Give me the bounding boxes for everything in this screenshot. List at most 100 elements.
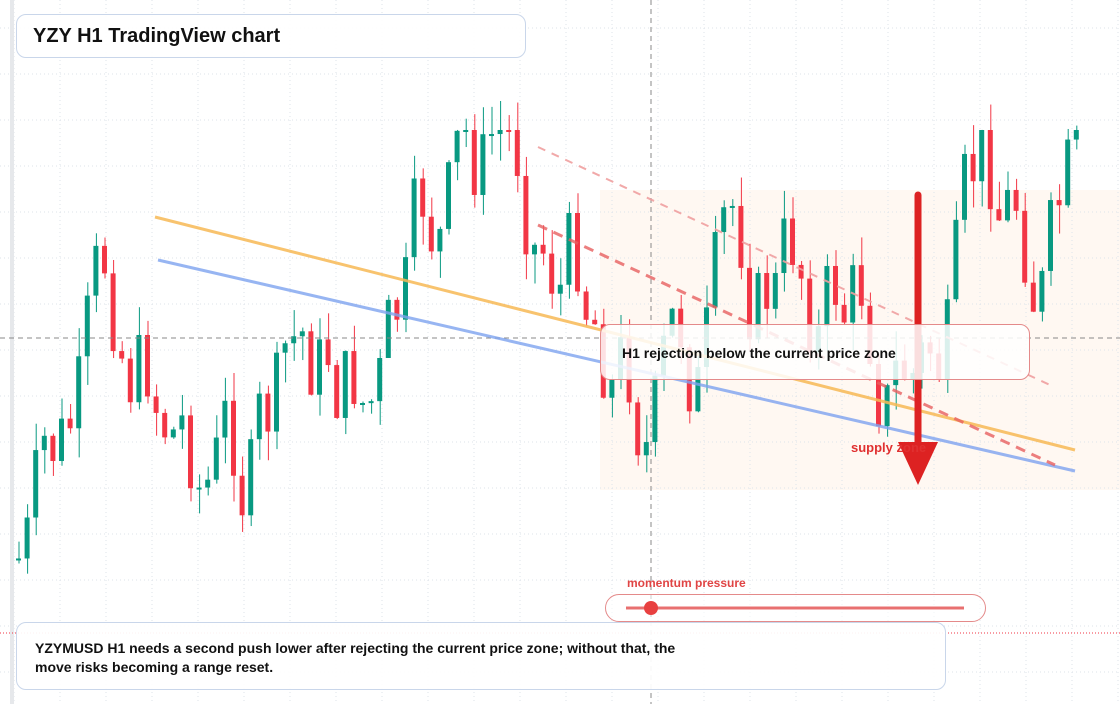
candle-body — [1039, 270, 1045, 312]
candle-body — [764, 273, 770, 309]
candle-body — [549, 253, 555, 294]
title-box: YZY H1 TradingView chart — [16, 14, 526, 58]
candle-body — [24, 517, 30, 559]
candle-body — [962, 153, 967, 220]
title: YZY H1 TradingView chart — [33, 25, 281, 47]
candle-body — [454, 130, 460, 163]
candle-body — [1056, 200, 1062, 206]
candle-body — [609, 379, 615, 398]
candle-body — [136, 334, 142, 403]
candle-body — [231, 400, 236, 476]
candle-body — [50, 435, 56, 461]
candle-body — [102, 245, 107, 274]
candle-body — [884, 385, 890, 427]
candle-body — [222, 400, 228, 438]
candle-body — [342, 351, 348, 418]
candle-body — [480, 134, 486, 195]
candle-body — [635, 402, 641, 456]
left-edge — [10, 0, 14, 704]
candle-body — [575, 213, 580, 292]
candle-body — [76, 356, 82, 429]
candle-body — [1073, 130, 1079, 140]
candle-body — [979, 130, 985, 182]
candle-body — [721, 207, 727, 233]
candle-body — [858, 265, 864, 306]
candle-body — [1048, 200, 1053, 271]
candle-body — [970, 153, 976, 182]
candle-body — [583, 291, 589, 320]
candle-body — [213, 437, 219, 480]
candle-body — [738, 205, 744, 268]
candle-body — [755, 273, 761, 340]
candle-body — [265, 393, 271, 432]
candle-body — [351, 351, 357, 404]
candle-body — [1065, 139, 1071, 206]
candle-body — [446, 162, 451, 229]
candle-body — [394, 299, 400, 320]
candles — [16, 100, 1079, 574]
candle-body — [772, 273, 778, 309]
candle-body — [437, 228, 443, 252]
candle-body — [532, 244, 537, 255]
candle-body — [205, 479, 211, 488]
candle-body — [1022, 210, 1028, 283]
candle-body — [790, 218, 795, 265]
candle-body — [377, 357, 383, 402]
candle-body — [256, 393, 262, 440]
candle-body — [325, 339, 331, 366]
candle-body — [841, 304, 847, 323]
candle-body — [368, 401, 374, 404]
candle-body — [308, 331, 314, 395]
candle-body — [179, 415, 185, 430]
candle-body — [506, 130, 512, 132]
footer-box: YZYMUSD H1 needs a second push lower aft… — [16, 622, 946, 690]
slider-knob — [644, 601, 658, 615]
candle-body — [119, 351, 125, 359]
candle-body — [385, 299, 391, 358]
candle-body — [41, 435, 47, 451]
candle-body — [196, 487, 202, 490]
candle-body — [248, 439, 254, 516]
candle-body — [747, 267, 752, 340]
zone-label: supply zone — [851, 440, 927, 455]
candle-body — [463, 130, 469, 132]
candle-body — [1005, 189, 1010, 221]
candle-body — [170, 429, 176, 438]
candle-body — [1030, 282, 1036, 312]
candle-body — [274, 352, 279, 432]
candle-body — [153, 396, 159, 413]
candle-body — [540, 244, 546, 254]
candle-body — [403, 257, 408, 320]
candle-body — [953, 219, 959, 300]
candle-body — [695, 367, 701, 412]
candle-body — [729, 205, 735, 208]
candle-body — [807, 278, 813, 353]
slider-track — [626, 601, 964, 615]
candle-body — [16, 558, 21, 561]
candle-body — [420, 178, 426, 217]
candle-body — [93, 245, 99, 296]
candle-body — [317, 339, 322, 395]
candle-body — [239, 475, 245, 516]
candle-body — [781, 218, 787, 274]
candle-body — [299, 331, 305, 337]
candle-body — [652, 375, 658, 443]
footer-text: YZYMUSD H1 needs a second push lower aft… — [35, 640, 676, 675]
candle-body — [669, 308, 675, 336]
candle-body — [84, 295, 90, 357]
candle-body — [360, 403, 365, 406]
candle-body — [411, 178, 417, 258]
candle-body — [188, 415, 193, 489]
momentum-slider — [605, 594, 986, 622]
candle-body — [471, 130, 477, 195]
annotation-box: H1 rejection below the current price zon… — [600, 324, 1030, 380]
candle-body — [291, 336, 297, 344]
candle-body — [514, 130, 520, 176]
candle-body — [127, 358, 133, 403]
candle-body — [162, 412, 168, 438]
candle-body — [643, 442, 649, 456]
candle-body — [1013, 189, 1019, 211]
candle-body — [33, 450, 39, 518]
